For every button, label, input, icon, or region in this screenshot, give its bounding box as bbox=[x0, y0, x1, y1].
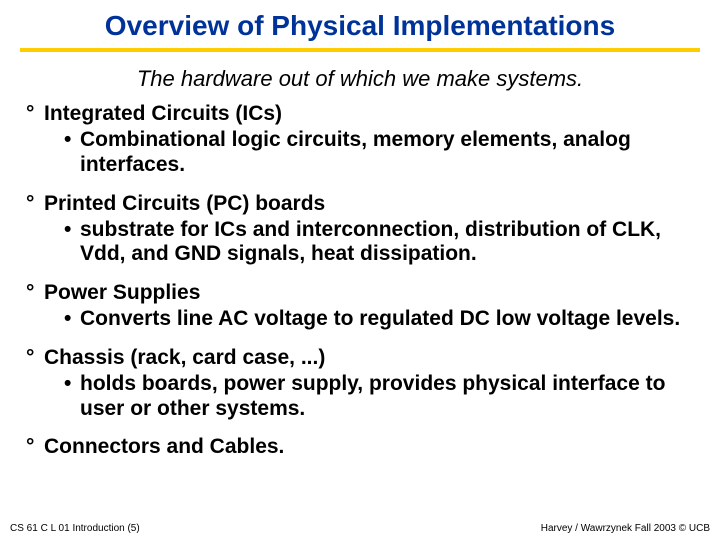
slide-footer: CS 61 C L 01 Introduction (5) Harvey / W… bbox=[0, 523, 720, 534]
item-heading: Chassis (rack, card case, ...) bbox=[44, 346, 325, 370]
item-heading: Printed Circuits (PC) boards bbox=[44, 192, 325, 216]
title-underline bbox=[20, 48, 700, 52]
item-sub-row: • substrate for ICs and interconnection,… bbox=[26, 218, 694, 268]
item-sub: substrate for ICs and interconnection, d… bbox=[80, 218, 694, 268]
footer-right: Harvey / Wawrzynek Fall 2003 © UCB bbox=[541, 523, 710, 534]
slide-subtitle: The hardware out of which we make system… bbox=[0, 66, 720, 92]
list-item: ° Power Supplies • Converts line AC volt… bbox=[26, 281, 694, 332]
item-sub-row: • Converts line AC voltage to regulated … bbox=[26, 307, 694, 332]
degree-marker: ° bbox=[26, 102, 44, 126]
item-heading-row: ° Power Supplies bbox=[26, 281, 694, 305]
item-heading-row: ° Connectors and Cables. bbox=[26, 435, 694, 459]
item-sub-row: • Combinational logic circuits, memory e… bbox=[26, 128, 694, 178]
degree-marker: ° bbox=[26, 192, 44, 216]
list-item: ° Printed Circuits (PC) boards • substra… bbox=[26, 192, 694, 268]
item-sub: holds boards, power supply, provides phy… bbox=[80, 372, 694, 422]
list-item: ° Connectors and Cables. bbox=[26, 435, 694, 459]
bullet-marker: • bbox=[64, 372, 80, 397]
bullet-marker: • bbox=[64, 128, 80, 153]
bullet-marker: • bbox=[64, 218, 80, 243]
item-heading-row: ° Printed Circuits (PC) boards bbox=[26, 192, 694, 216]
item-heading-row: ° Chassis (rack, card case, ...) bbox=[26, 346, 694, 370]
footer-left: CS 61 C L 01 Introduction (5) bbox=[10, 523, 140, 534]
item-sub-row: • holds boards, power supply, provides p… bbox=[26, 372, 694, 422]
degree-marker: ° bbox=[26, 281, 44, 305]
item-heading: Connectors and Cables. bbox=[44, 435, 284, 459]
item-heading-row: ° Integrated Circuits (ICs) bbox=[26, 102, 694, 126]
item-heading: Power Supplies bbox=[44, 281, 200, 305]
item-heading: Integrated Circuits (ICs) bbox=[44, 102, 282, 126]
item-sub: Converts line AC voltage to regulated DC… bbox=[80, 307, 680, 332]
bullet-marker: • bbox=[64, 307, 80, 332]
list-item: ° Chassis (rack, card case, ...) • holds… bbox=[26, 346, 694, 422]
item-sub: Combinational logic circuits, memory ele… bbox=[80, 128, 694, 178]
degree-marker: ° bbox=[26, 435, 44, 459]
degree-marker: ° bbox=[26, 346, 44, 370]
bullet-list: ° Integrated Circuits (ICs) • Combinatio… bbox=[0, 102, 720, 459]
list-item: ° Integrated Circuits (ICs) • Combinatio… bbox=[26, 102, 694, 178]
slide-title: Overview of Physical Implementations bbox=[0, 0, 720, 48]
